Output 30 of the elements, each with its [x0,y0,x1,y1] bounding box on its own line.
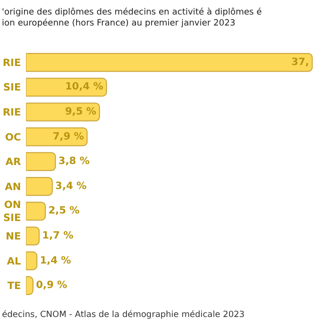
bar [26,52,313,72]
data-label: 3,8 % [58,156,90,168]
bar [26,226,40,246]
data-label: 3,4 % [55,180,87,192]
y-tick-label: NE [6,232,22,242]
y-tick-label: AR [6,157,22,168]
bar [26,276,34,296]
data-label: 0,9 % [36,280,68,292]
chart-title: 'origine des diplômes des médecins en activité à diplômes é ion européenne (hors France) au premier janvier 2023 [2,7,262,29]
data-label: 2,5 % [48,206,80,217]
bar [26,202,46,221]
y-tick-label: TE [7,281,22,292]
data-label: 10,4 % [65,82,104,93]
y-tick-label: RIE [2,108,22,118]
y-tick-label: AN [4,182,21,193]
bar [26,102,100,122]
data-label: 7,9 % [52,131,84,142]
y-tick-label: OC [5,132,21,144]
bar [26,152,56,172]
bar [26,176,53,196]
data-label: 37, [291,56,310,68]
data-label: 9,5 % [65,106,96,118]
y-tick-label: ON SIE [3,200,22,224]
text: édecins, CNOM - Atlas de la démographie médicale 2023 [2,310,245,320]
bar [26,251,38,270]
y-tick-label: SIE [3,82,22,94]
y-tick-label: AL [6,256,22,268]
data-label: 1,7 % [42,230,74,242]
data-label: 1,4 % [40,255,72,266]
y-tick-label: RIE [2,58,22,69]
